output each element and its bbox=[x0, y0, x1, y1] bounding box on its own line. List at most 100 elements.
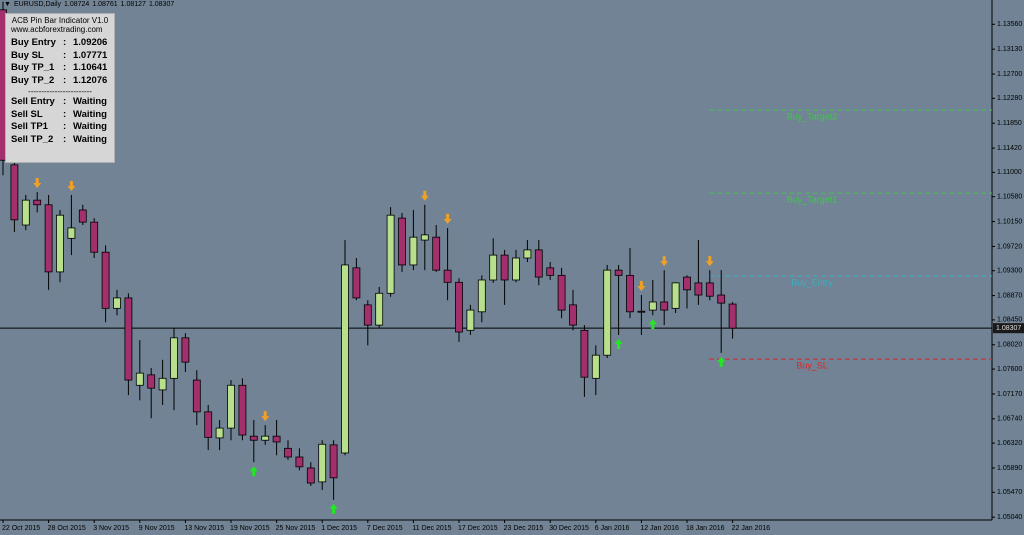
candle-body bbox=[489, 254, 498, 281]
candle-body bbox=[78, 209, 87, 223]
x-tick-label: 28 Oct 2015 bbox=[48, 525, 86, 532]
candle-body bbox=[170, 337, 178, 379]
candle-body bbox=[648, 301, 657, 311]
y-tick-label: 1.06740 bbox=[997, 416, 1022, 423]
candle-body bbox=[147, 374, 156, 389]
x-tick-label: 6 Jan 2016 bbox=[595, 525, 630, 532]
header: ▼ EURUSD,Daily 1.08724 1.08761 1.08127 1… bbox=[4, 1, 174, 8]
y-tick-label: 1.08020 bbox=[997, 342, 1022, 349]
candle-body bbox=[534, 249, 543, 278]
candle-body bbox=[101, 251, 110, 309]
row-label: Sell TP1 bbox=[11, 121, 48, 132]
candle-body bbox=[728, 303, 737, 329]
y-tick-label: 1.11850 bbox=[997, 120, 1022, 127]
candle-body bbox=[409, 236, 418, 266]
candle-body bbox=[637, 310, 646, 313]
x-tick-label: 23 Dec 2015 bbox=[504, 525, 544, 532]
row-colon: : bbox=[63, 37, 67, 48]
candle-body bbox=[21, 199, 30, 226]
level-label: Buy_SL bbox=[796, 361, 828, 371]
y-tick-label: 1.11420 bbox=[997, 145, 1022, 152]
panel-website: www.acbforextrading.com bbox=[11, 25, 103, 34]
price-label: 1.08307 bbox=[996, 325, 1021, 332]
sell-arrow bbox=[443, 213, 452, 224]
row-label: Buy SL bbox=[11, 49, 44, 61]
candle-body bbox=[192, 379, 201, 413]
candle-body bbox=[56, 214, 64, 273]
y-tick-label: 1.10150 bbox=[997, 218, 1022, 225]
menu-arrow[interactable]: ▼ bbox=[4, 1, 11, 8]
x-tick-label: 11 Dec 2015 bbox=[412, 525, 451, 532]
y-tick-label: 1.13130 bbox=[997, 46, 1022, 53]
candle-body bbox=[363, 304, 372, 326]
sell-rows: Sell Entry: Waiting Sell SL: Waiting Sell TP… bbox=[11, 96, 109, 146]
level-label: Buy_Entry bbox=[791, 278, 833, 288]
candle-body bbox=[215, 427, 224, 439]
y-tick-label: 1.07600 bbox=[997, 366, 1022, 373]
sell-arrow bbox=[637, 281, 646, 292]
candle-body bbox=[135, 372, 144, 386]
row-status: Waiting bbox=[73, 133, 107, 145]
candle-body bbox=[500, 254, 509, 281]
y-tick-label: 1.08870 bbox=[997, 292, 1022, 299]
row-status: Waiting bbox=[73, 96, 107, 107]
candle-body bbox=[329, 444, 338, 479]
y-tick-label: 1.05040 bbox=[997, 514, 1022, 521]
candle-body bbox=[546, 267, 555, 276]
row-colon: : bbox=[63, 62, 67, 73]
candle-body bbox=[591, 354, 600, 379]
candle-body bbox=[44, 204, 53, 273]
y-tick-label: 1.12700 bbox=[997, 71, 1022, 78]
indicator-panel: ACB Pin Bar Indicator V1.0 www.acbforext… bbox=[5, 13, 115, 163]
last-low: 1.08127 bbox=[120, 1, 146, 8]
row-status: Waiting bbox=[73, 108, 107, 120]
candle-body bbox=[272, 435, 281, 443]
symbol: EURUSD,Daily bbox=[13, 1, 61, 8]
x-tick-label: 7 Dec 2015 bbox=[367, 525, 403, 532]
y-tick-label: 1.05470 bbox=[997, 489, 1022, 496]
candle-body bbox=[10, 164, 19, 221]
row-colon: : bbox=[63, 133, 67, 145]
row-colon: : bbox=[63, 96, 67, 107]
row-colon: : bbox=[63, 108, 67, 120]
x-tick-label: 30 Dec 2015 bbox=[549, 525, 589, 532]
sell-row: Sell SL: Waiting bbox=[11, 109, 109, 122]
candle-body bbox=[341, 264, 349, 454]
candle-body bbox=[249, 435, 258, 441]
row-colon: : bbox=[63, 121, 67, 132]
candle-body bbox=[432, 236, 441, 271]
sell-arrow bbox=[261, 411, 270, 422]
buy-rows: Buy Entry:1.09206 Buy SL:1.07771 Buy TP_1:… bbox=[11, 37, 109, 87]
level-label: Buy_Target2 bbox=[787, 112, 838, 122]
sell-arrow bbox=[420, 190, 429, 201]
candle-body bbox=[158, 377, 167, 391]
candle-body bbox=[67, 227, 76, 239]
row-label: Buy TP_2 bbox=[11, 74, 55, 86]
x-tick-label: 13 Nov 2015 bbox=[184, 525, 224, 532]
sell-arrow bbox=[705, 256, 714, 267]
candle-body bbox=[569, 304, 577, 326]
sell-row: Sell TP1: Waiting bbox=[11, 121, 109, 134]
buy-arrow bbox=[329, 503, 338, 514]
sell-row: Sell Entry: Waiting bbox=[11, 96, 109, 109]
y-tick-label: 1.12280 bbox=[997, 95, 1022, 102]
y-tick-label: 1.10580 bbox=[997, 194, 1022, 201]
candle-body bbox=[523, 249, 532, 259]
x-tick-label: 25 Nov 2015 bbox=[276, 525, 316, 532]
row-label: Buy TP_1 bbox=[11, 62, 55, 73]
y-tick-label: 1.06320 bbox=[997, 440, 1022, 447]
candle-body bbox=[113, 297, 121, 309]
candle-body bbox=[284, 447, 292, 458]
candle-body bbox=[705, 282, 714, 297]
row-value: 1.07771 bbox=[73, 49, 108, 61]
y-tick-label: 1.05890 bbox=[997, 465, 1022, 472]
x-tick-label: 1 Dec 2015 bbox=[321, 525, 357, 532]
sell-arrow bbox=[660, 256, 669, 267]
y-tick-label: 1.13560 bbox=[997, 21, 1022, 28]
candle-body bbox=[181, 337, 190, 363]
x-tick-label: 3 Nov 2015 bbox=[93, 525, 129, 532]
sell-arrow bbox=[33, 178, 42, 189]
y-tick-label: 1.07170 bbox=[997, 391, 1022, 398]
